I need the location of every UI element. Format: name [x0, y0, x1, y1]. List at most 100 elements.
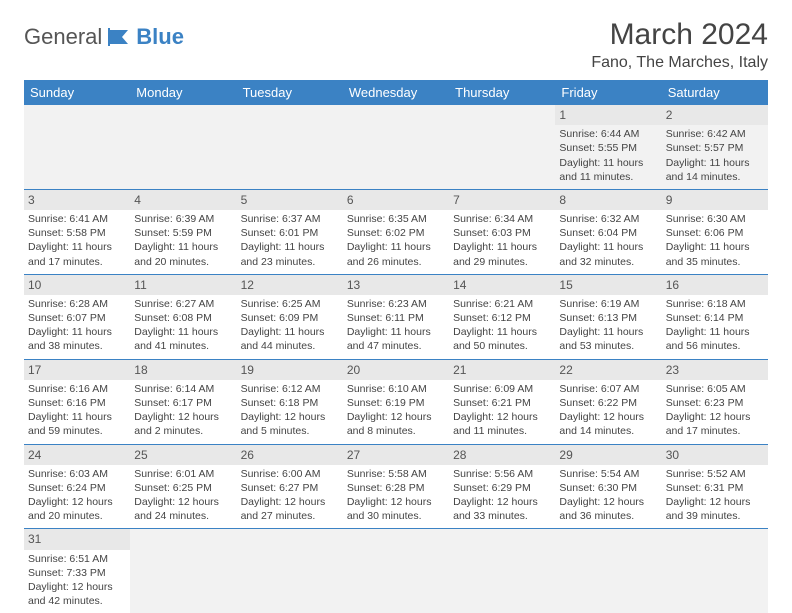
logo-text-1: General — [24, 24, 102, 50]
day-details: Sunrise: 6:35 AMSunset: 6:02 PMDaylight:… — [347, 212, 445, 269]
day-number: 21 — [449, 360, 555, 380]
day-details: Sunrise: 6:27 AMSunset: 6:08 PMDaylight:… — [134, 297, 232, 354]
day-number: 23 — [662, 360, 768, 380]
day-details: Sunrise: 6:34 AMSunset: 6:03 PMDaylight:… — [453, 212, 551, 269]
day-details: Sunrise: 6:12 AMSunset: 6:18 PMDaylight:… — [241, 382, 339, 439]
day-header: Tuesday — [237, 80, 343, 105]
calendar-row: 1Sunrise: 6:44 AMSunset: 5:55 PMDaylight… — [24, 105, 768, 189]
calendar-cell — [343, 529, 449, 613]
day-number: 4 — [130, 190, 236, 210]
calendar-cell: 21Sunrise: 6:09 AMSunset: 6:21 PMDayligh… — [449, 359, 555, 444]
calendar-cell: 22Sunrise: 6:07 AMSunset: 6:22 PMDayligh… — [555, 359, 661, 444]
day-number: 1 — [555, 105, 661, 125]
day-header: Thursday — [449, 80, 555, 105]
calendar-cell — [343, 105, 449, 189]
calendar-cell: 26Sunrise: 6:00 AMSunset: 6:27 PMDayligh… — [237, 444, 343, 529]
day-header: Sunday — [24, 80, 130, 105]
day-number: 26 — [237, 445, 343, 465]
day-details: Sunrise: 6:41 AMSunset: 5:58 PMDaylight:… — [28, 212, 126, 269]
calendar-cell: 15Sunrise: 6:19 AMSunset: 6:13 PMDayligh… — [555, 274, 661, 359]
day-header: Friday — [555, 80, 661, 105]
day-number: 24 — [24, 445, 130, 465]
calendar-cell: 29Sunrise: 5:54 AMSunset: 6:30 PMDayligh… — [555, 444, 661, 529]
calendar-cell — [449, 105, 555, 189]
calendar-cell: 16Sunrise: 6:18 AMSunset: 6:14 PMDayligh… — [662, 274, 768, 359]
calendar-cell: 23Sunrise: 6:05 AMSunset: 6:23 PMDayligh… — [662, 359, 768, 444]
day-number: 3 — [24, 190, 130, 210]
day-number: 13 — [343, 275, 449, 295]
day-number: 18 — [130, 360, 236, 380]
calendar-cell: 19Sunrise: 6:12 AMSunset: 6:18 PMDayligh… — [237, 359, 343, 444]
day-details: Sunrise: 6:30 AMSunset: 6:06 PMDaylight:… — [666, 212, 764, 269]
day-details: Sunrise: 5:58 AMSunset: 6:28 PMDaylight:… — [347, 467, 445, 524]
title-block: March 2024 Fano, The Marches, Italy — [591, 18, 768, 72]
day-details: Sunrise: 5:56 AMSunset: 6:29 PMDaylight:… — [453, 467, 551, 524]
calendar-cell: 18Sunrise: 6:14 AMSunset: 6:17 PMDayligh… — [130, 359, 236, 444]
day-number: 20 — [343, 360, 449, 380]
day-details: Sunrise: 6:23 AMSunset: 6:11 PMDaylight:… — [347, 297, 445, 354]
calendar-row: 17Sunrise: 6:16 AMSunset: 6:16 PMDayligh… — [24, 359, 768, 444]
calendar-cell — [555, 529, 661, 613]
calendar-cell: 8Sunrise: 6:32 AMSunset: 6:04 PMDaylight… — [555, 189, 661, 274]
location-text: Fano, The Marches, Italy — [591, 54, 768, 72]
day-details: Sunrise: 6:21 AMSunset: 6:12 PMDaylight:… — [453, 297, 551, 354]
calendar-cell: 10Sunrise: 6:28 AMSunset: 6:07 PMDayligh… — [24, 274, 130, 359]
day-details: Sunrise: 6:44 AMSunset: 5:55 PMDaylight:… — [559, 127, 657, 184]
header: General Blue March 2024 Fano, The Marche… — [24, 18, 768, 72]
day-number: 29 — [555, 445, 661, 465]
day-number: 30 — [662, 445, 768, 465]
day-number: 17 — [24, 360, 130, 380]
day-details: Sunrise: 6:10 AMSunset: 6:19 PMDaylight:… — [347, 382, 445, 439]
calendar-cell — [662, 529, 768, 613]
calendar-cell — [130, 529, 236, 613]
day-details: Sunrise: 6:19 AMSunset: 6:13 PMDaylight:… — [559, 297, 657, 354]
day-header: Wednesday — [343, 80, 449, 105]
calendar-cell: 11Sunrise: 6:27 AMSunset: 6:08 PMDayligh… — [130, 274, 236, 359]
day-details: Sunrise: 6:09 AMSunset: 6:21 PMDaylight:… — [453, 382, 551, 439]
calendar-cell: 27Sunrise: 5:58 AMSunset: 6:28 PMDayligh… — [343, 444, 449, 529]
day-details: Sunrise: 6:51 AMSunset: 7:33 PMDaylight:… — [28, 552, 126, 609]
calendar-cell: 2Sunrise: 6:42 AMSunset: 5:57 PMDaylight… — [662, 105, 768, 189]
day-number: 16 — [662, 275, 768, 295]
logo: General Blue — [24, 24, 184, 50]
day-details: Sunrise: 6:42 AMSunset: 5:57 PMDaylight:… — [666, 127, 764, 184]
day-details: Sunrise: 6:28 AMSunset: 6:07 PMDaylight:… — [28, 297, 126, 354]
day-details: Sunrise: 6:03 AMSunset: 6:24 PMDaylight:… — [28, 467, 126, 524]
day-number: 27 — [343, 445, 449, 465]
day-number: 22 — [555, 360, 661, 380]
calendar-cell: 31Sunrise: 6:51 AMSunset: 7:33 PMDayligh… — [24, 529, 130, 613]
calendar-cell: 30Sunrise: 5:52 AMSunset: 6:31 PMDayligh… — [662, 444, 768, 529]
day-number: 7 — [449, 190, 555, 210]
day-details: Sunrise: 5:52 AMSunset: 6:31 PMDaylight:… — [666, 467, 764, 524]
calendar-cell: 1Sunrise: 6:44 AMSunset: 5:55 PMDaylight… — [555, 105, 661, 189]
day-number: 15 — [555, 275, 661, 295]
calendar-row: 31Sunrise: 6:51 AMSunset: 7:33 PMDayligh… — [24, 529, 768, 613]
calendar-cell — [449, 529, 555, 613]
day-number: 2 — [662, 105, 768, 125]
day-number: 14 — [449, 275, 555, 295]
calendar-cell — [24, 105, 130, 189]
day-details: Sunrise: 6:16 AMSunset: 6:16 PMDaylight:… — [28, 382, 126, 439]
calendar-cell: 13Sunrise: 6:23 AMSunset: 6:11 PMDayligh… — [343, 274, 449, 359]
calendar-cell: 5Sunrise: 6:37 AMSunset: 6:01 PMDaylight… — [237, 189, 343, 274]
logo-text-2: Blue — [136, 24, 184, 50]
day-details: Sunrise: 6:05 AMSunset: 6:23 PMDaylight:… — [666, 382, 764, 439]
calendar-cell: 4Sunrise: 6:39 AMSunset: 5:59 PMDaylight… — [130, 189, 236, 274]
day-header: Saturday — [662, 80, 768, 105]
day-details: Sunrise: 6:07 AMSunset: 6:22 PMDaylight:… — [559, 382, 657, 439]
day-details: Sunrise: 6:14 AMSunset: 6:17 PMDaylight:… — [134, 382, 232, 439]
day-number: 12 — [237, 275, 343, 295]
calendar-cell: 24Sunrise: 6:03 AMSunset: 6:24 PMDayligh… — [24, 444, 130, 529]
calendar-cell: 20Sunrise: 6:10 AMSunset: 6:19 PMDayligh… — [343, 359, 449, 444]
calendar-cell: 12Sunrise: 6:25 AMSunset: 6:09 PMDayligh… — [237, 274, 343, 359]
day-details: Sunrise: 6:37 AMSunset: 6:01 PMDaylight:… — [241, 212, 339, 269]
day-details: Sunrise: 6:25 AMSunset: 6:09 PMDaylight:… — [241, 297, 339, 354]
day-details: Sunrise: 6:01 AMSunset: 6:25 PMDaylight:… — [134, 467, 232, 524]
day-number: 19 — [237, 360, 343, 380]
calendar-cell: 6Sunrise: 6:35 AMSunset: 6:02 PMDaylight… — [343, 189, 449, 274]
calendar-cell: 9Sunrise: 6:30 AMSunset: 6:06 PMDaylight… — [662, 189, 768, 274]
calendar-cell — [130, 105, 236, 189]
day-number: 5 — [237, 190, 343, 210]
day-details: Sunrise: 6:00 AMSunset: 6:27 PMDaylight:… — [241, 467, 339, 524]
day-details: Sunrise: 6:32 AMSunset: 6:04 PMDaylight:… — [559, 212, 657, 269]
